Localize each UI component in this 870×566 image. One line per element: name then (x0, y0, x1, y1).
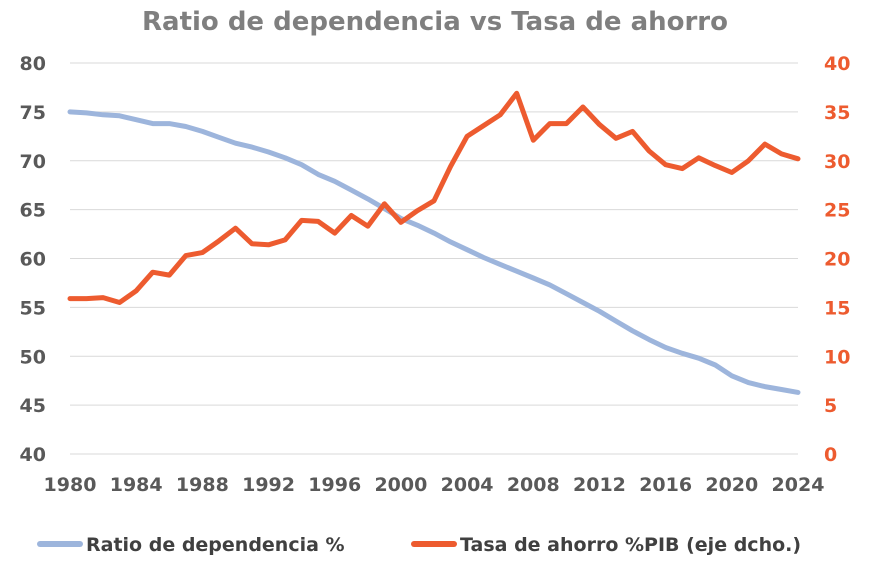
y-right-tick-label: 35 (824, 102, 850, 124)
y-right-tick-label: 20 (824, 249, 850, 271)
y-right-ticks: 0 5 10 15 20 25 30 35 40 (824, 53, 850, 466)
x-tick-label: 2024 (772, 474, 825, 496)
x-tick-label: 1992 (242, 474, 295, 496)
x-tick-label: 2004 (441, 474, 494, 496)
y-right-tick-label: 0 (824, 444, 837, 466)
y-left-tick-label: 40 (20, 444, 46, 466)
series-lines (67, 90, 801, 395)
y-right-tick-label: 15 (824, 297, 850, 319)
y-left-tick-label: 80 (20, 53, 46, 75)
x-tick-label: 1996 (308, 474, 361, 496)
y-left-tick-label: 70 (20, 151, 46, 173)
gridlines (70, 62, 798, 455)
y-right-tick-label: 10 (824, 346, 850, 368)
x-tick-label: 2000 (374, 474, 427, 496)
series-line-savings (67, 90, 801, 305)
y-right-tick-label: 30 (824, 151, 850, 173)
y-left-ticks: 40 45 50 55 60 65 70 75 80 (20, 53, 46, 466)
x-tick-label: 2012 (573, 474, 626, 496)
y-left-tick-label: 45 (20, 395, 46, 417)
x-tick-label: 2016 (639, 474, 692, 496)
x-ticks: 1980 1984 1988 1992 1996 2000 2004 2008 2012 2016… (44, 474, 825, 496)
chart-title: Ratio de dependencia vs Tasa de ahorro (142, 7, 728, 37)
y-left-tick-label: 75 (20, 102, 46, 124)
x-tick-label: 2008 (507, 474, 560, 496)
y-left-tick-label: 50 (20, 346, 46, 368)
legend-label-dependency: Ratio de dependencia % (86, 534, 345, 556)
y-right-tick-label: 25 (824, 200, 850, 222)
y-left-tick-label: 65 (20, 200, 46, 222)
x-tick-label: 2020 (705, 474, 758, 496)
y-right-tick-label: 5 (824, 395, 837, 417)
y-left-tick-label: 60 (20, 249, 46, 271)
legend-label-savings: Tasa de ahorro %PIB (eje dcho.) (460, 534, 801, 556)
y-left-tick-label: 55 (20, 297, 46, 319)
series-line-dependency (67, 109, 801, 395)
y-right-tick-label: 40 (824, 53, 850, 75)
x-tick-label: 1984 (110, 474, 163, 496)
x-tick-label: 1988 (176, 474, 229, 496)
x-tick-label: 1980 (44, 474, 97, 496)
legend: Ratio de dependencia % Tasa de ahorro %P… (37, 534, 801, 556)
